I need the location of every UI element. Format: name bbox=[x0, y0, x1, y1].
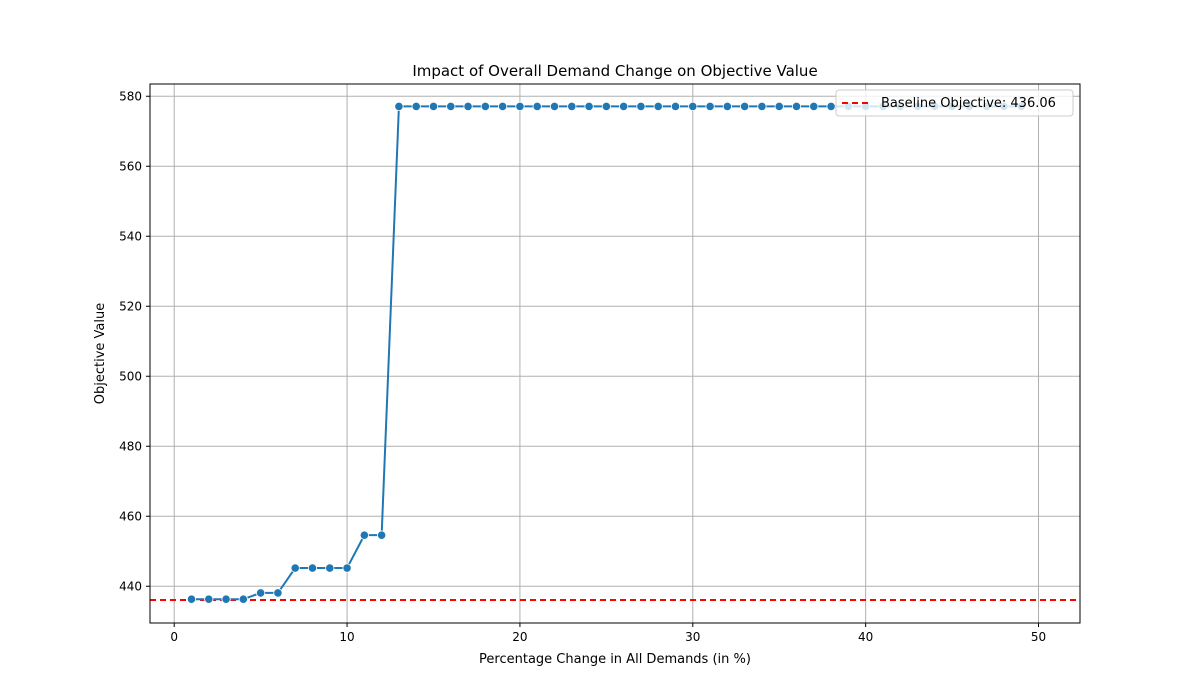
y-axis-label: Objective Value bbox=[93, 303, 108, 404]
data-point bbox=[688, 101, 698, 112]
data-point bbox=[532, 101, 542, 112]
x-tick-label: 0 bbox=[170, 630, 178, 644]
data-point bbox=[601, 101, 611, 112]
data-point bbox=[498, 101, 508, 112]
y-tick-label: 500 bbox=[119, 369, 142, 383]
data-point bbox=[636, 101, 646, 112]
data-point bbox=[791, 101, 802, 112]
data-point bbox=[394, 101, 404, 112]
data-point bbox=[290, 563, 300, 573]
data-point bbox=[256, 588, 266, 598]
data-point bbox=[204, 594, 214, 604]
data-point bbox=[757, 101, 767, 112]
data-point bbox=[463, 101, 473, 112]
data-point bbox=[619, 101, 629, 112]
data-point bbox=[273, 588, 283, 598]
data-point bbox=[238, 594, 248, 604]
data-point bbox=[722, 101, 732, 112]
x-axis-label: Percentage Change in All Demands (in %) bbox=[479, 652, 751, 667]
y-tick-label: 480 bbox=[119, 439, 142, 453]
data-point bbox=[549, 101, 560, 112]
x-tick-label: 10 bbox=[339, 630, 354, 644]
data-point bbox=[377, 530, 387, 540]
data-point bbox=[342, 563, 352, 573]
data-point bbox=[186, 594, 197, 604]
data-point bbox=[774, 101, 784, 112]
data-point bbox=[705, 101, 715, 112]
data-point bbox=[428, 101, 439, 112]
y-tick-label: 520 bbox=[119, 299, 142, 313]
y-tick-label: 460 bbox=[119, 509, 142, 523]
data-point bbox=[359, 530, 369, 540]
y-tick-label: 440 bbox=[119, 579, 142, 593]
y-tick-label: 540 bbox=[119, 229, 142, 243]
x-axis-ticks: 0 10 20 30 40 50 bbox=[170, 623, 1046, 644]
data-point bbox=[809, 101, 819, 112]
legend-box bbox=[835, 89, 1074, 117]
data-point bbox=[480, 101, 490, 112]
y-tick-label: 580 bbox=[119, 89, 142, 103]
legend: Baseline Objective: 436.06 bbox=[835, 89, 1074, 117]
data-point bbox=[307, 563, 318, 573]
data-point bbox=[325, 563, 335, 573]
data-point bbox=[567, 101, 577, 112]
data-point bbox=[584, 101, 594, 112]
data-point bbox=[826, 101, 836, 112]
chart-title: Impact of Overall Demand Change on Objec… bbox=[412, 62, 817, 80]
data-point bbox=[515, 101, 525, 112]
y-axis-ticks: 440 460 480 500 520 540 560 580 bbox=[119, 89, 150, 593]
x-tick-label: 40 bbox=[858, 630, 873, 644]
x-tick-label: 20 bbox=[512, 630, 527, 644]
legend-label: Baseline Objective: 436.06 bbox=[881, 96, 1056, 111]
data-point bbox=[670, 101, 681, 112]
y-tick-label: 560 bbox=[119, 159, 142, 173]
x-tick-label: 50 bbox=[1031, 630, 1046, 644]
data-point bbox=[221, 594, 231, 604]
x-tick-label: 30 bbox=[685, 630, 700, 644]
plot-frame bbox=[149, 83, 1081, 624]
data-point bbox=[446, 101, 456, 112]
grid bbox=[150, 84, 1080, 623]
data-point bbox=[411, 101, 421, 112]
data-point bbox=[653, 101, 663, 112]
data-point bbox=[740, 101, 750, 112]
